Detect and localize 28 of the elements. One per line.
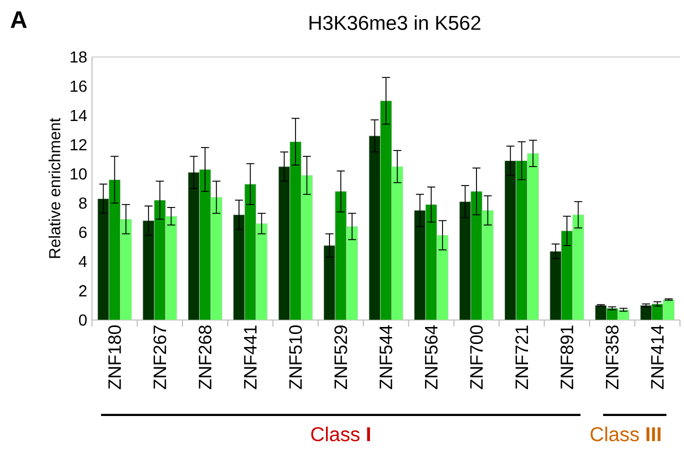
x-tick-label: ZNF721 xyxy=(515,326,528,390)
x-tick-label: ZNF441 xyxy=(244,326,257,390)
y-tick-label: 2 xyxy=(79,285,86,296)
x-tick-label: ZNF268 xyxy=(198,325,212,390)
y-axis-title: Relative enrichment xyxy=(48,118,60,258)
y-tick-label: 16 xyxy=(70,80,87,92)
x-tick-label: ZNF180 xyxy=(108,325,121,390)
x-tick-label: ZNF891 xyxy=(560,326,574,390)
y-tick-label: 8 xyxy=(79,197,87,209)
x-tick-label: ZNF700 xyxy=(470,325,483,390)
y-tick-label: 4 xyxy=(78,256,87,268)
chart-title: H3K36me3 in K562 xyxy=(310,15,480,30)
text: Class I xyxy=(311,426,370,442)
text: A xyxy=(10,11,27,28)
y-tick-label: 14 xyxy=(70,110,87,121)
y-tick-label: 10 xyxy=(70,168,87,180)
x-tick-label: ZNF267 xyxy=(153,326,166,390)
x-tick-label: ZNF564 xyxy=(424,325,438,390)
x-tick-label: ZNF414 xyxy=(651,325,664,390)
y-tick-label: 12 xyxy=(70,139,86,150)
x-tick-label: ZNF510 xyxy=(289,325,302,390)
text: Class III xyxy=(590,426,661,442)
y-tick-label: 6 xyxy=(79,226,87,238)
y-tick-label: 18 xyxy=(70,51,87,63)
x-tick-label: ZNF358 xyxy=(606,325,619,390)
x-tick-label: ZNF529 xyxy=(334,326,348,390)
x-tick-label: ZNF544 xyxy=(380,325,392,390)
y-tick-label: 0 xyxy=(79,314,87,326)
